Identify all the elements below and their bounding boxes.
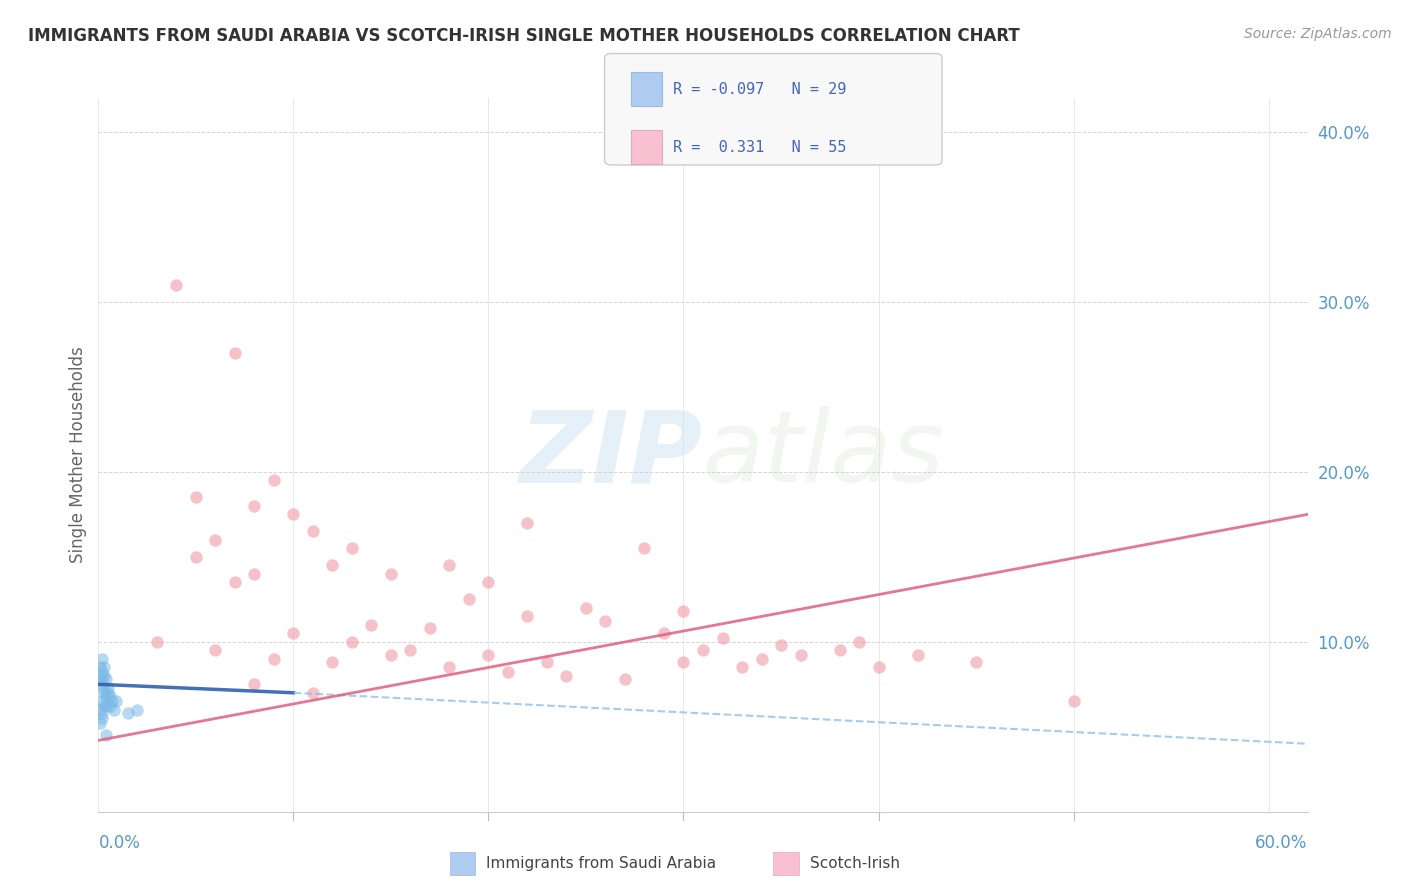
- Point: [89, 660, 111, 674]
- Point: [516, 516, 538, 530]
- Point: [204, 643, 226, 657]
- Point: [477, 575, 499, 590]
- Point: [340, 635, 363, 649]
- Point: [1063, 694, 1085, 708]
- Point: [711, 632, 734, 646]
- Point: [828, 643, 851, 657]
- Point: [104, 694, 127, 708]
- Point: [907, 648, 929, 663]
- Point: [96, 728, 118, 742]
- Point: [184, 549, 207, 564]
- Point: [96, 689, 118, 703]
- Point: [93, 682, 115, 697]
- Text: Scotch-Irish: Scotch-Irish: [810, 856, 900, 871]
- Point: [302, 686, 325, 700]
- Point: [789, 648, 811, 663]
- Point: [97, 681, 120, 695]
- Point: [283, 508, 305, 522]
- Point: [224, 575, 246, 590]
- Point: [321, 558, 343, 573]
- Point: [439, 660, 461, 674]
- Point: [965, 655, 987, 669]
- Point: [89, 669, 111, 683]
- Point: [263, 652, 285, 666]
- Point: [633, 541, 655, 556]
- Text: 0.0%: 0.0%: [98, 834, 141, 852]
- Text: Immigrants from Saudi Arabia: Immigrants from Saudi Arabia: [486, 856, 717, 871]
- Point: [555, 669, 578, 683]
- Y-axis label: Single Mother Households: Single Mother Households: [69, 347, 87, 563]
- Text: R =  0.331   N = 55: R = 0.331 N = 55: [673, 140, 846, 154]
- Point: [614, 672, 637, 686]
- Text: IMMIGRANTS FROM SAUDI ARABIA VS SCOTCH-IRISH SINGLE MOTHER HOUSEHOLDS CORRELATIO: IMMIGRANTS FROM SAUDI ARABIA VS SCOTCH-I…: [28, 27, 1019, 45]
- Point: [224, 346, 246, 360]
- Point: [536, 655, 558, 669]
- Point: [283, 626, 305, 640]
- Point: [751, 652, 773, 666]
- Point: [96, 672, 118, 686]
- Point: [321, 655, 343, 669]
- Point: [101, 694, 124, 708]
- Point: [477, 648, 499, 663]
- Point: [516, 609, 538, 624]
- Point: [103, 703, 125, 717]
- Point: [692, 643, 714, 657]
- Point: [672, 655, 695, 669]
- Point: [243, 677, 266, 691]
- Point: [263, 474, 285, 488]
- Point: [595, 615, 617, 629]
- Point: [575, 600, 598, 615]
- Point: [652, 626, 675, 640]
- Point: [93, 660, 115, 674]
- Point: [243, 499, 266, 513]
- Point: [340, 541, 363, 556]
- Text: atlas: atlas: [703, 407, 945, 503]
- Point: [96, 699, 118, 714]
- Point: [97, 686, 120, 700]
- Point: [380, 566, 402, 581]
- Point: [91, 665, 114, 680]
- Point: [458, 592, 481, 607]
- Point: [184, 491, 207, 505]
- Point: [91, 694, 114, 708]
- Point: [93, 698, 115, 712]
- Text: 60.0%: 60.0%: [1256, 834, 1308, 852]
- Point: [98, 699, 121, 714]
- Point: [731, 660, 754, 674]
- Point: [89, 677, 111, 691]
- Text: ZIP: ZIP: [520, 407, 703, 503]
- Point: [419, 621, 441, 635]
- Text: R = -0.097   N = 29: R = -0.097 N = 29: [673, 82, 846, 96]
- Point: [672, 604, 695, 618]
- Point: [91, 706, 114, 721]
- Point: [302, 524, 325, 539]
- Point: [93, 686, 115, 700]
- Point: [89, 716, 111, 731]
- Point: [848, 635, 870, 649]
- Point: [769, 638, 792, 652]
- Point: [91, 711, 114, 725]
- Point: [117, 706, 139, 721]
- Text: Source: ZipAtlas.com: Source: ZipAtlas.com: [1244, 27, 1392, 41]
- Point: [98, 689, 121, 703]
- Point: [146, 635, 169, 649]
- Point: [360, 617, 382, 632]
- Point: [165, 278, 187, 293]
- Point: [380, 648, 402, 663]
- Point: [439, 558, 461, 573]
- Point: [93, 669, 115, 683]
- Point: [496, 665, 519, 680]
- Point: [127, 703, 149, 717]
- Point: [243, 566, 266, 581]
- Point: [91, 652, 114, 666]
- Point: [91, 673, 114, 688]
- Point: [204, 533, 226, 547]
- Point: [399, 643, 422, 657]
- Point: [868, 660, 890, 674]
- Point: [89, 703, 111, 717]
